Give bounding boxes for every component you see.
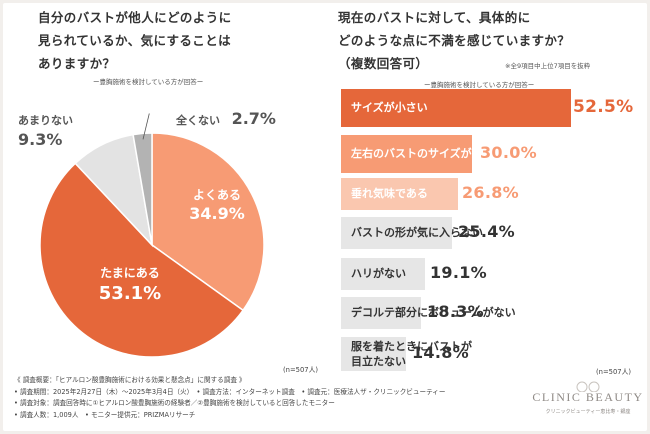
footer-line: • 調査期間：2025年2月27日（木）〜2025年3月4日（火） • 調査方法… (14, 387, 446, 396)
pie-slice-yokuaru (151, 132, 265, 312)
pie-label-value: 53.1% (98, 283, 162, 304)
pie-label-tamaniaru: たまにある 53.1% (80, 264, 180, 304)
survey-footer: 《 調査概要：「ヒアルロン酸豊胸施術における効果と懸念点」に関する調査 》 • … (14, 375, 534, 421)
pie-label-mattakunai: 全くない 2.7% (176, 109, 336, 128)
bar-3 (341, 178, 458, 210)
bar-value-2: 30.0% (480, 143, 538, 162)
bar-label-2: 左右のバストのサイズが異なる (351, 147, 505, 160)
bar-label-4: バストの形が気に入らない (351, 226, 483, 239)
logo-tagline: クリニックビューティー恵比寿・銀座 (545, 409, 631, 415)
logo-mark-icon (576, 381, 600, 392)
left-n-note: (n=507人) (283, 366, 319, 374)
right-subtitle: ー豊胸施術を検討している方が回答ー (424, 81, 535, 89)
pie-label-text: たまにある (100, 266, 160, 280)
bar-label-3: 垂れ気味である (351, 187, 428, 200)
left-title-line: 自分のバストが他人にどのように (38, 10, 232, 25)
bar-value-6: 18.3% (427, 302, 485, 321)
right-title-line: （複数回答可） (338, 56, 429, 71)
pie-label-text: あまりない (18, 114, 73, 127)
bar-6 (341, 297, 421, 329)
right-top-note: ※全9項目中上位7項目を抜粋 (505, 62, 591, 70)
pie-label-text: 全くない (176, 114, 220, 127)
pie-label-value: 34.9% (189, 204, 245, 223)
bar-value-7: 14.8% (412, 343, 470, 362)
left-subtitle: ー豊胸施術を検討している方が回答ー (93, 78, 204, 86)
pie-slice-mattakunai (132, 132, 153, 246)
pie-label-yokuaru: よくある 34.9% (172, 186, 262, 223)
pie-label-value: 9.3% (18, 130, 63, 149)
right-title-line: 現在のバストに対して、具体的に (338, 10, 531, 25)
bar-7 (341, 337, 406, 371)
bar-value-5: 19.1% (430, 263, 488, 282)
right-title-line: どのような点に不満を感じていますか？ (338, 33, 571, 48)
left-question-title: 自分のバストが他人にどのように 見られているか、気にすることは ありますか？ (38, 6, 328, 75)
bar-4 (341, 217, 452, 249)
footer-line: • 調査対象：調査回答時に①ヒアルロン酸豊胸施術の経験者／②豊胸施術を検討してい… (14, 399, 335, 407)
footer-line: 《 調査概要：「ヒアルロン酸豊胸施術における効果と懸念点」に関する調査 》 (14, 376, 246, 384)
pie-leader-line (142, 113, 150, 140)
bar-2 (341, 135, 472, 173)
footer-line: • 調査人数：1,009人 • モニター提供元：PRIZMAリサーチ (14, 410, 196, 419)
left-title-line: 見られているか、気にすることは (38, 33, 232, 48)
pie-label-text: よくある (192, 188, 241, 202)
bar-value-1: 52.5% (573, 97, 634, 117)
right-question-title: 現在のバストに対して、具体的に どのような点に不満を感じていますか？ （複数回答… (338, 6, 638, 75)
bar-label-6: デコルテ部分にボリュームがない (351, 306, 516, 319)
right-n-note: (n=507人) (596, 368, 632, 376)
bar-5 (341, 258, 425, 290)
bar-value-3: 26.8% (462, 183, 520, 202)
bar-1 (341, 89, 571, 127)
pie-label-amarinai: あまりない 9.3% (18, 112, 100, 149)
left-title-line: ありますか？ (38, 56, 116, 71)
bar-value-4: 25.4% (458, 222, 516, 241)
logo-name: CLINIC BEAUTY (532, 390, 644, 404)
clinic-logo: CLINIC BEAUTY クリニックビューティー恵比寿・銀座 (532, 378, 644, 415)
bar-label-5: ハリがない (351, 267, 406, 280)
pie-slice-tamaniaru (39, 162, 245, 358)
bar-label-1: サイズが小さい (351, 101, 428, 114)
pie-label-value: 2.7% (231, 109, 276, 128)
bar-label-7: 服を着たときにバストが 目立たない (351, 340, 472, 368)
